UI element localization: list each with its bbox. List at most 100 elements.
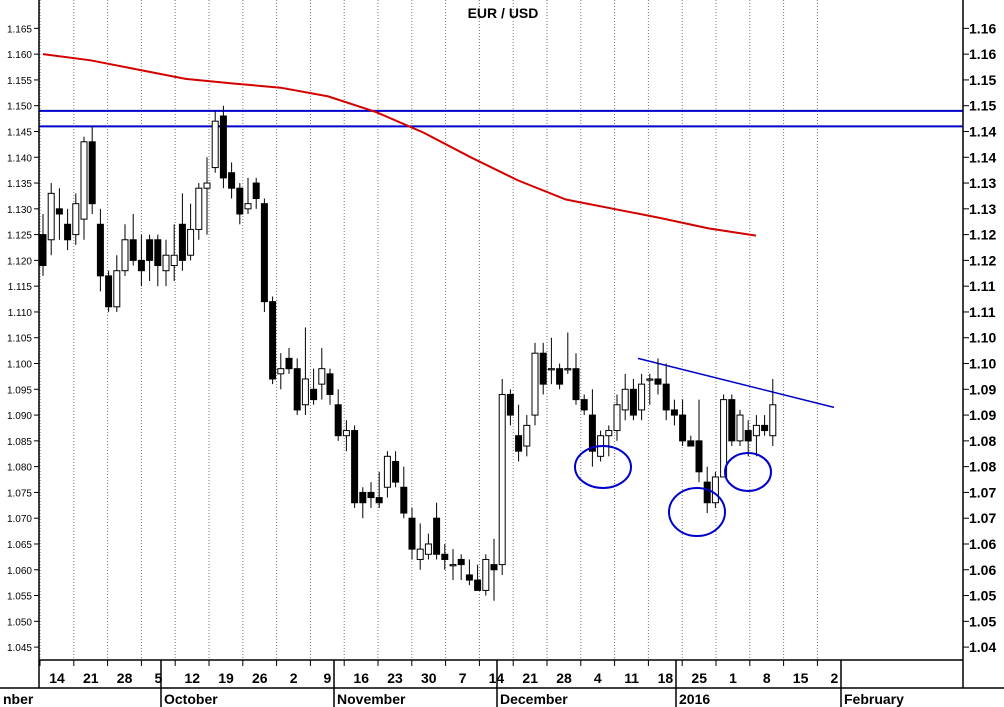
bearish-candle-body bbox=[359, 491, 367, 504]
left-tick-label: 1.055 bbox=[7, 592, 32, 603]
date-tick-label: 15 bbox=[793, 670, 809, 686]
bottom-circle bbox=[668, 487, 726, 537]
left-tick-label: 1.065 bbox=[7, 540, 32, 551]
right-tick-label: 1.08 bbox=[969, 433, 996, 449]
left-tick-label: 1.120 bbox=[7, 256, 32, 267]
bullish-candle-body bbox=[211, 120, 219, 169]
left-tick-label: 1.085 bbox=[7, 437, 32, 448]
bearish-candle-body bbox=[351, 430, 359, 504]
chart-frame bbox=[0, 0, 1004, 689]
left-tick-label: 1.060 bbox=[7, 566, 32, 577]
date-tick-label: 5 bbox=[155, 670, 163, 686]
left-tick-label: 1.080 bbox=[7, 463, 32, 474]
right-tick-label: 1.12 bbox=[969, 227, 996, 243]
month-label: nber bbox=[3, 691, 34, 707]
bearish-candle-body bbox=[588, 414, 596, 452]
trendline-layer bbox=[637, 357, 835, 409]
bullish-candle-body bbox=[121, 239, 129, 272]
bullish-candle-body bbox=[736, 414, 744, 442]
bearish-candle-body bbox=[556, 368, 564, 385]
bearish-candle-body bbox=[392, 460, 400, 483]
date-tick-label: 21 bbox=[522, 670, 538, 686]
right-tick-label: 1.09 bbox=[969, 381, 996, 397]
bearish-candle-body bbox=[506, 393, 514, 416]
left-tick-label: 1.150 bbox=[7, 102, 32, 113]
date-tick-label: 2 bbox=[290, 670, 298, 686]
right-tick-label: 1.13 bbox=[969, 201, 996, 217]
bearish-candle-body bbox=[178, 223, 186, 261]
bearish-candle-body bbox=[39, 234, 47, 267]
bearish-candle-body bbox=[326, 373, 334, 395]
bearish-candle-body bbox=[55, 208, 63, 215]
moving-average-layer bbox=[42, 53, 757, 237]
left-tick-label: 1.110 bbox=[8, 308, 33, 319]
bullish-candle-body bbox=[80, 141, 88, 220]
left-tick-label: 1.130 bbox=[7, 205, 32, 216]
right-tick-label: 1.10 bbox=[969, 330, 996, 346]
bearish-candle-body bbox=[408, 517, 416, 550]
date-tick-label: 19 bbox=[218, 670, 234, 686]
bearish-candle-body bbox=[687, 440, 695, 447]
bullish-candle-body bbox=[113, 270, 121, 308]
right-tick-label: 1.07 bbox=[969, 510, 996, 526]
bearish-candle-body bbox=[310, 388, 318, 401]
left-tick-label: 1.160 bbox=[7, 50, 32, 61]
bullish-candle-body bbox=[416, 548, 424, 560]
bullish-candle-body bbox=[482, 558, 490, 591]
right-tick-label: 1.07 bbox=[969, 484, 996, 500]
right-tick-label: 1.08 bbox=[969, 459, 996, 475]
bearish-candle-body bbox=[728, 399, 736, 442]
bearish-candle-body bbox=[137, 259, 145, 272]
bearish-candle-body bbox=[285, 357, 293, 370]
date-tick-label: 21 bbox=[83, 670, 99, 686]
date-tick-label: 9 bbox=[324, 670, 332, 686]
bullish-candle-body bbox=[342, 430, 350, 437]
right-tick-label: 1.04 bbox=[969, 639, 996, 655]
bullish-candle-body bbox=[72, 203, 80, 236]
downtrend-line bbox=[637, 357, 835, 409]
bearish-candle-body bbox=[539, 352, 547, 385]
bullish-candle-body bbox=[752, 424, 760, 437]
right-tick-label: 1.16 bbox=[969, 46, 996, 62]
bearish-candle-body bbox=[269, 301, 277, 380]
bearish-candle-body bbox=[474, 579, 482, 591]
vertical-grid bbox=[39, 0, 818, 660]
date-tick-label: 2 bbox=[831, 670, 839, 686]
right-tick-label: 1.12 bbox=[969, 252, 996, 268]
month-label: 2016 bbox=[679, 691, 710, 707]
date-tick-label: 1 bbox=[729, 670, 737, 686]
left-tick-label: 1.070 bbox=[7, 514, 32, 525]
bearish-candle-body bbox=[367, 491, 375, 499]
bearish-candle-body bbox=[375, 497, 383, 504]
left-tick-label: 1.145 bbox=[7, 127, 32, 138]
bearish-candle-body bbox=[64, 223, 72, 241]
month-label: December bbox=[500, 691, 568, 707]
bullish-candle-body bbox=[621, 388, 629, 411]
date-tick-label: 26 bbox=[252, 670, 268, 686]
bullish-candle-body bbox=[638, 383, 646, 411]
bearish-candle-body bbox=[580, 399, 588, 411]
bearish-candle-body bbox=[761, 424, 769, 432]
bearish-candle-body bbox=[572, 368, 580, 401]
bullish-candle-body bbox=[318, 368, 326, 385]
left-tick-label: 1.155 bbox=[7, 76, 32, 87]
date-tick-label: 7 bbox=[459, 670, 467, 686]
bearish-candle-body bbox=[334, 404, 342, 437]
bearish-candle-body bbox=[670, 409, 678, 416]
right-tick-label: 1.15 bbox=[969, 98, 996, 114]
bullish-candle-body bbox=[187, 228, 195, 256]
left-tick-label: 1.105 bbox=[7, 334, 32, 345]
bearish-candle-body bbox=[252, 182, 260, 200]
bullish-candle-body bbox=[547, 368, 555, 371]
date-tick-label: 11 bbox=[624, 670, 639, 686]
left-tick-label: 1.140 bbox=[7, 153, 32, 164]
left-tick-label: 1.100 bbox=[7, 360, 32, 371]
left-tick-label: 1.165 bbox=[7, 24, 32, 35]
month-label: November bbox=[337, 691, 406, 707]
left-tick-label: 1.045 bbox=[7, 643, 32, 654]
bearish-candle-body bbox=[88, 141, 96, 205]
left-tick-label: 1.115 bbox=[8, 282, 33, 293]
horizontal-levels bbox=[39, 109, 963, 128]
